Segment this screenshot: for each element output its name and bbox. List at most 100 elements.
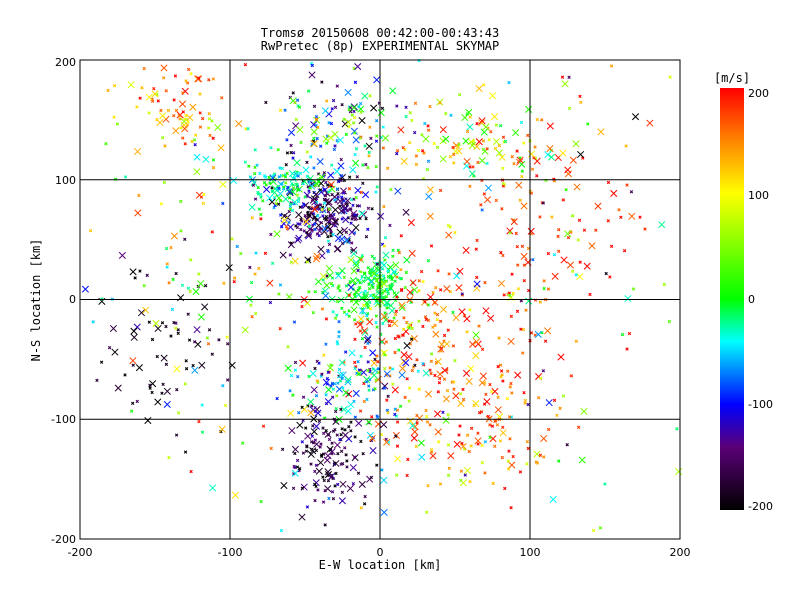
data-point: [370, 207, 374, 211]
data-point: [266, 279, 274, 287]
data-point: [359, 110, 363, 114]
data-point: [576, 238, 580, 242]
data-point: [337, 284, 341, 288]
data-point: [398, 276, 402, 280]
data-point: [620, 332, 625, 337]
data-point: [391, 248, 395, 253]
data-point: [403, 285, 408, 290]
data-point: [288, 389, 292, 393]
data-point: [493, 146, 498, 151]
data-point: [287, 241, 295, 249]
data-point: [452, 380, 456, 384]
data-point: [352, 259, 360, 267]
data-point: [338, 379, 343, 383]
data-point: [322, 478, 326, 483]
data-point: [177, 114, 181, 118]
data-point: [453, 272, 461, 280]
data-point: [368, 306, 373, 311]
data-point: [95, 378, 99, 383]
data-point: [361, 279, 366, 284]
data-point: [557, 227, 561, 232]
data-point: [447, 272, 451, 276]
data-point: [480, 443, 484, 448]
data-point: [192, 138, 197, 142]
data-point: [340, 490, 345, 494]
data-point: [496, 395, 500, 400]
data-point: [375, 414, 379, 418]
data-point: [243, 62, 248, 67]
data-point: [518, 160, 526, 168]
data-point: [591, 528, 596, 533]
data-point: [353, 337, 357, 342]
data-point: [472, 400, 480, 408]
data-point: [484, 184, 492, 192]
data-point: [142, 66, 146, 71]
data-point: [170, 307, 175, 312]
data-point: [386, 291, 391, 296]
data-point: [313, 227, 317, 232]
data-point: [604, 271, 608, 276]
data-point: [296, 421, 304, 429]
data-point: [308, 206, 313, 211]
data-point: [433, 323, 437, 328]
data-point: [347, 175, 352, 179]
data-point: [382, 386, 387, 390]
data-point: [316, 227, 324, 235]
data-point: [438, 188, 443, 193]
data-point: [352, 261, 360, 269]
data-point: [503, 139, 508, 144]
data-point: [500, 455, 505, 460]
data-point: [346, 484, 354, 493]
data-point: [474, 437, 482, 445]
data-point: [135, 399, 139, 404]
data-point: [329, 229, 333, 233]
data-point: [426, 128, 431, 132]
data-point: [395, 149, 400, 153]
data-point: [452, 147, 460, 155]
data-point: [408, 111, 412, 115]
data-point: [349, 420, 353, 424]
data-point: [393, 407, 397, 411]
data-point: [150, 390, 154, 395]
data-point: [439, 155, 447, 163]
data-point: [527, 227, 535, 235]
data-point: [338, 288, 342, 293]
data-point: [329, 384, 333, 388]
data-point: [381, 146, 386, 150]
data-point: [391, 254, 395, 258]
data-point: [383, 438, 391, 446]
data-point: [336, 286, 340, 290]
data-point: [491, 387, 499, 395]
data-point: [468, 184, 472, 189]
data-point: [275, 194, 283, 202]
data-point: [345, 312, 349, 316]
data-point: [390, 268, 398, 276]
data-point: [123, 175, 128, 179]
data-point: [311, 310, 316, 315]
data-point: [161, 76, 166, 80]
data-point: [330, 490, 335, 494]
data-point: [461, 114, 469, 122]
data-point: [380, 508, 388, 516]
data-point: [389, 87, 397, 95]
data-point: [373, 357, 377, 362]
data-point: [509, 506, 513, 510]
data-point: [253, 148, 257, 152]
data-point: [507, 293, 512, 298]
data-point: [310, 434, 314, 438]
data-point: [305, 260, 309, 264]
data-point: [491, 481, 495, 486]
data-point: [482, 307, 490, 315]
data-point: [330, 473, 334, 478]
data-point: [501, 379, 505, 383]
data-point: [363, 289, 368, 293]
data-point: [467, 449, 471, 454]
data-point: [326, 210, 331, 214]
data-point: [373, 295, 378, 300]
data-point: [317, 419, 322, 423]
data-point: [314, 192, 318, 197]
data-point: [318, 176, 323, 180]
data-point: [359, 506, 363, 510]
data-point: [248, 175, 253, 179]
data-point: [444, 111, 448, 116]
